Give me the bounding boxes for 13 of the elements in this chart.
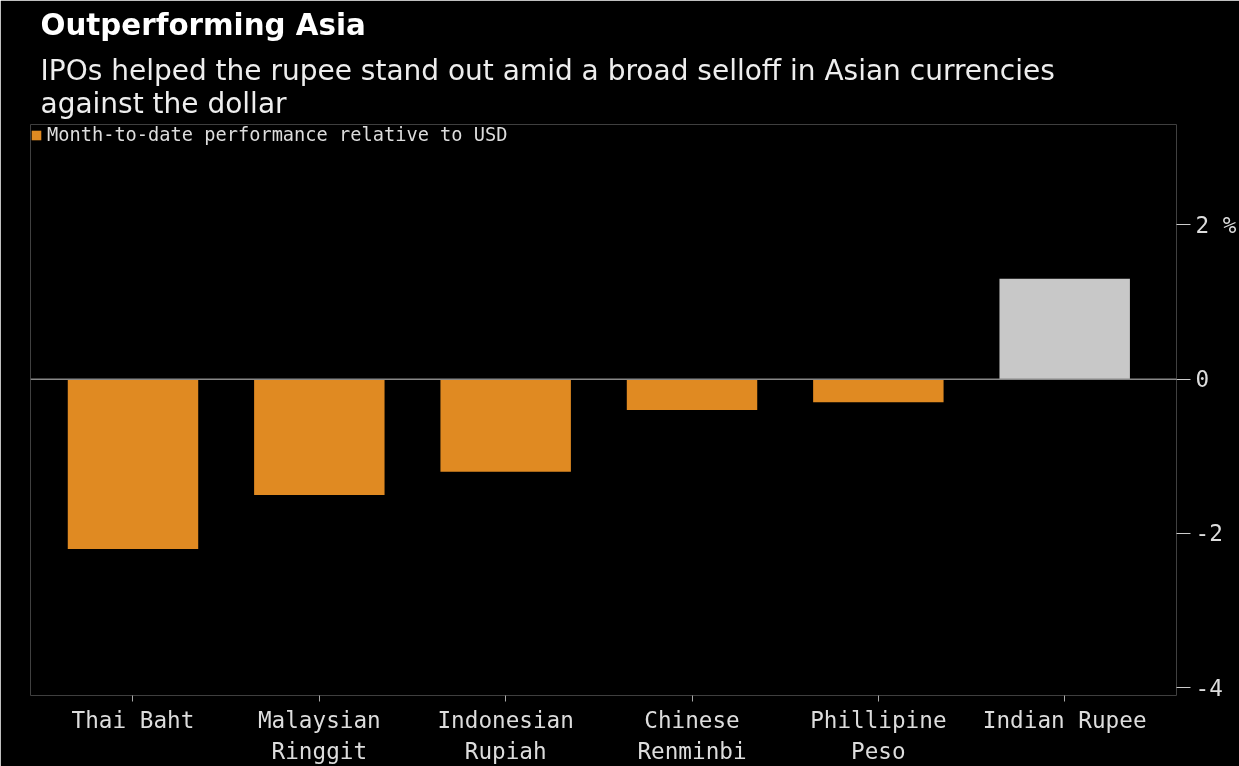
y-tick-label: 2 %: [1195, 211, 1237, 238]
x-tick-label: Thai Baht: [71, 706, 195, 733]
x-tick-label: Malaysian Ringgit: [257, 706, 381, 764]
x-tick-label: Phillipine Peso: [810, 706, 947, 764]
chart-title: Outperforming Asia: [40, 7, 366, 42]
x-tick-label: Indonesian Rupiah: [437, 706, 574, 764]
chart-subtitle: IPOs helped the rupee stand out amid a broad selloff in Asian currencies against the dollar: [40, 53, 1055, 120]
y-tick-label: 0: [1195, 366, 1210, 393]
x-tick-label: Chinese Renminbi: [637, 706, 747, 764]
y-tick-label: -2: [1195, 520, 1223, 547]
x-tick-label: Indian Rupee: [982, 706, 1147, 733]
y-tick-label: -4: [1195, 674, 1223, 701]
legend-label: Month-to-date performance relative to USD: [47, 124, 508, 145]
